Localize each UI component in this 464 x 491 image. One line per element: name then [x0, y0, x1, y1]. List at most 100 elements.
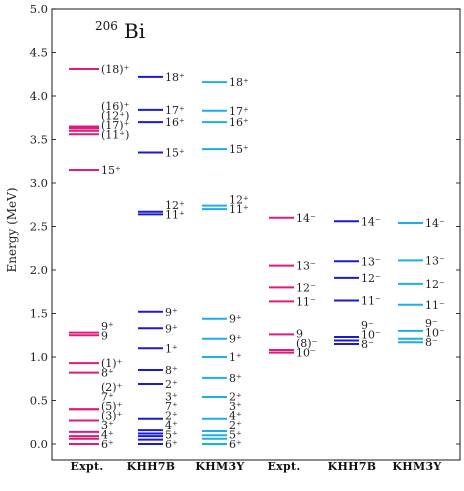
level-label: 13⁻ — [296, 260, 316, 273]
level-label: 6⁺ — [229, 438, 242, 451]
energy-levels: 6⁺4⁺3⁺(3)⁺(5)⁺7⁺(2)⁺8⁺(1)⁺99⁺15⁺(11⁺)(17… — [69, 63, 445, 451]
level-label: 12⁺ — [165, 199, 185, 212]
level-label: 8⁺ — [229, 372, 242, 385]
level-label: 11⁺ — [165, 208, 185, 221]
level-label: 11⁻ — [425, 299, 445, 312]
column-label: Expt. — [70, 460, 103, 473]
level-label: 4⁺ — [229, 410, 242, 423]
level-label: 9⁻ — [361, 319, 374, 332]
level-label: 8⁻ — [425, 336, 438, 349]
level-label: 16⁺ — [229, 116, 249, 129]
level-label: 15⁺ — [101, 164, 121, 177]
level-label: 14⁻ — [361, 215, 381, 228]
level-label: 12⁻ — [425, 278, 445, 291]
level-column: 8⁻10⁻9⁻ 11⁻ 12⁻ 13⁻ 14⁻ — [334, 215, 381, 351]
level-label: (17)⁺ — [101, 119, 130, 132]
level-label: (16)⁺ — [101, 100, 130, 113]
level-label: 10⁻ — [361, 328, 381, 341]
level-column: 6⁺5⁺2⁺4⁺3⁺2⁺8⁺1⁺9⁺9⁺11⁺12⁺15⁺16⁺17⁺18⁺ — [202, 76, 249, 451]
level-column: 6⁺5⁺4⁺2⁺7⁺3⁺2⁺8⁺1⁺9⁺9⁺11⁺12⁺15⁺16⁺17⁺18⁺ — [138, 71, 185, 451]
level-label: 18⁺ — [165, 71, 185, 84]
y-tick-label: 3.0 — [30, 176, 48, 190]
level-label: 6⁺ — [165, 438, 178, 451]
level-label: 5⁺ — [165, 429, 178, 442]
level-column: 6⁺4⁺3⁺(3)⁺(5)⁺7⁺(2)⁺8⁺(1)⁺ 99⁺ 15⁺ (11⁺)(17… — [69, 63, 130, 451]
level-label: 5⁺ — [229, 429, 242, 442]
level-label: 3⁺ — [229, 400, 242, 413]
level-label: 6⁺ — [101, 438, 114, 451]
y-tick-label: 1.0 — [30, 350, 48, 364]
level-label: (2)⁺ — [101, 381, 123, 394]
plot-frame — [51, 8, 461, 461]
level-label: 4⁺ — [165, 419, 178, 432]
level-label: 1⁺ — [165, 342, 178, 355]
level-label: 8⁺ — [165, 364, 178, 377]
level-label: 3⁺ — [101, 419, 114, 432]
level-label: 9⁺ — [165, 306, 178, 319]
level-label: 14⁻ — [296, 212, 316, 225]
y-axis-label: Energy (MeV) — [5, 187, 19, 272]
y-tick-label: 2.5 — [30, 220, 48, 234]
level-label: 17⁺ — [165, 104, 185, 117]
level-label: 15⁺ — [165, 147, 185, 160]
level-label: 9⁺ — [165, 322, 178, 335]
level-label: (12⁺) — [101, 109, 129, 122]
level-label: 11⁻ — [361, 294, 381, 307]
level-label: 4⁺ — [101, 429, 114, 442]
y-tick-label: 0.0 — [30, 437, 48, 451]
level-label: (18)⁺ — [101, 63, 130, 76]
level-label: 9⁻ — [425, 317, 438, 330]
level-label: 3⁺ — [165, 391, 178, 404]
level-label: 7⁺ — [101, 391, 114, 404]
nucleus-label: 206 Bi — [95, 19, 145, 43]
column-label: KHM3Y — [392, 460, 441, 473]
level-label: 2⁺ — [229, 391, 242, 404]
level-label: 2⁺ — [165, 410, 178, 423]
level-label: (3)⁺ — [101, 410, 123, 423]
column-label: KHH7B — [127, 460, 176, 473]
level-label: 1⁺ — [229, 351, 242, 364]
level-label: 7⁺ — [165, 400, 178, 413]
level-label: 8⁺ — [101, 367, 114, 380]
y-tick-label: 0.5 — [30, 394, 48, 408]
level-label: 12⁻ — [296, 281, 316, 294]
level-label: 9 — [101, 329, 108, 342]
level-label: 11⁻ — [296, 295, 316, 308]
level-label: 11⁺ — [229, 203, 249, 216]
level-label: 12⁺ — [229, 194, 249, 207]
level-label: (5)⁺ — [101, 400, 123, 413]
level-label: 13⁻ — [425, 254, 445, 267]
level-label: (1)⁺ — [101, 357, 123, 370]
level-label: 13⁻ — [361, 255, 381, 268]
column-label: KHH7B — [328, 460, 377, 473]
level-label: 9⁺ — [229, 333, 242, 346]
y-tick-label: 5.0 — [30, 2, 48, 16]
nucleus-mass: 206 — [95, 19, 118, 33]
level-label: (8)⁻ — [296, 337, 318, 350]
level-label: 17⁺ — [229, 105, 249, 118]
column-labels: Expt. KHH7B KHM3Y Expt. KHH7B KHM3Y — [70, 460, 441, 473]
y-tick-label: 2.0 — [30, 263, 48, 277]
level-column: 10⁻(8)⁻9 11⁻12⁻ 13⁻ 14⁻ — [269, 212, 318, 360]
y-tick-label: 4.0 — [30, 89, 48, 103]
level-label: 14⁻ — [425, 217, 445, 230]
level-label: 15⁺ — [229, 143, 249, 156]
level-label: 9⁺ — [229, 313, 242, 326]
level-label: 18⁺ — [229, 76, 249, 89]
y-tick-label: 3.5 — [30, 133, 48, 147]
y-tick-label: 1.5 — [30, 307, 48, 321]
level-label: 10⁻ — [296, 347, 316, 360]
level-label: 9 — [296, 328, 303, 341]
level-label: 8⁻ — [361, 338, 374, 351]
level-label: 2⁺ — [229, 419, 242, 432]
column-label: Expt. — [267, 460, 300, 473]
level-column: 8⁻10⁻9⁻ 11⁻ 12⁻ 13⁻ 14⁻ — [398, 217, 445, 349]
level-label: 12⁻ — [361, 272, 381, 285]
y-axis-ticks: 0.0 0.5 1.0 1.5 2.0 2.5 3.0 3.5 4.0 4.5 5.0 — [30, 2, 460, 451]
y-tick-label: 4.5 — [30, 46, 48, 60]
column-label: KHM3Y — [195, 460, 244, 473]
level-label: 2⁺ — [165, 378, 178, 391]
level-label: 16⁺ — [165, 116, 185, 129]
level-label: 10⁻ — [425, 327, 445, 340]
